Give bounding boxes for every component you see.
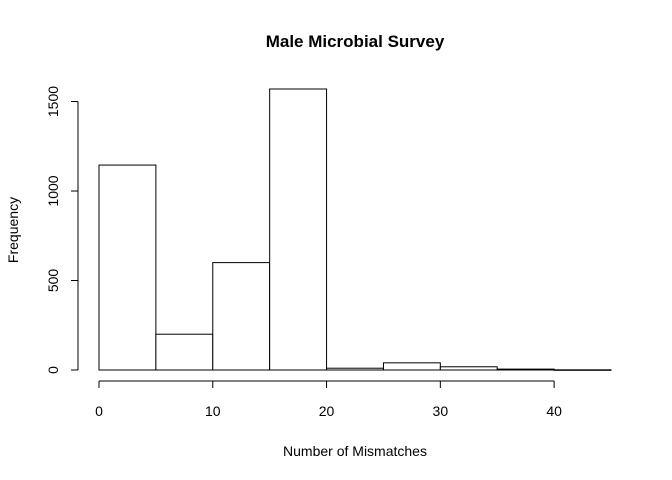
bars-group [98, 88, 612, 371]
y-tick-label-2: 1000 [45, 175, 61, 206]
histogram-bar-3 [269, 88, 328, 371]
x-axis-label: Number of Mismatches [283, 443, 427, 459]
x-tick-label-2: 20 [319, 403, 335, 419]
histogram-bar-4 [326, 367, 384, 371]
x-tick-label-1: 10 [205, 403, 221, 419]
x-tick-label-0: 0 [95, 403, 103, 419]
y-tick-label-1: 500 [45, 269, 61, 293]
histogram-bar-8 [553, 369, 612, 371]
x-tick-label-4: 40 [546, 403, 562, 419]
histogram-bar-2 [212, 262, 271, 371]
y-tick-label-0: 0 [45, 366, 61, 374]
chart-title: Male Microbial Survey [266, 32, 445, 51]
histogram-bar-0 [98, 164, 157, 371]
histogram-bar-6 [439, 366, 498, 371]
y-axis-label: Frequency [5, 197, 21, 263]
histogram-bar-7 [496, 368, 555, 371]
y-tick-label-3: 1500 [45, 86, 61, 117]
histogram-bar-1 [155, 333, 214, 371]
y-axis: 0 500 1000 1500 [45, 86, 79, 374]
x-tick-label-3: 30 [433, 403, 449, 419]
histogram-bar-5 [382, 362, 441, 371]
x-axis: 0 10 20 30 40 [95, 380, 562, 419]
